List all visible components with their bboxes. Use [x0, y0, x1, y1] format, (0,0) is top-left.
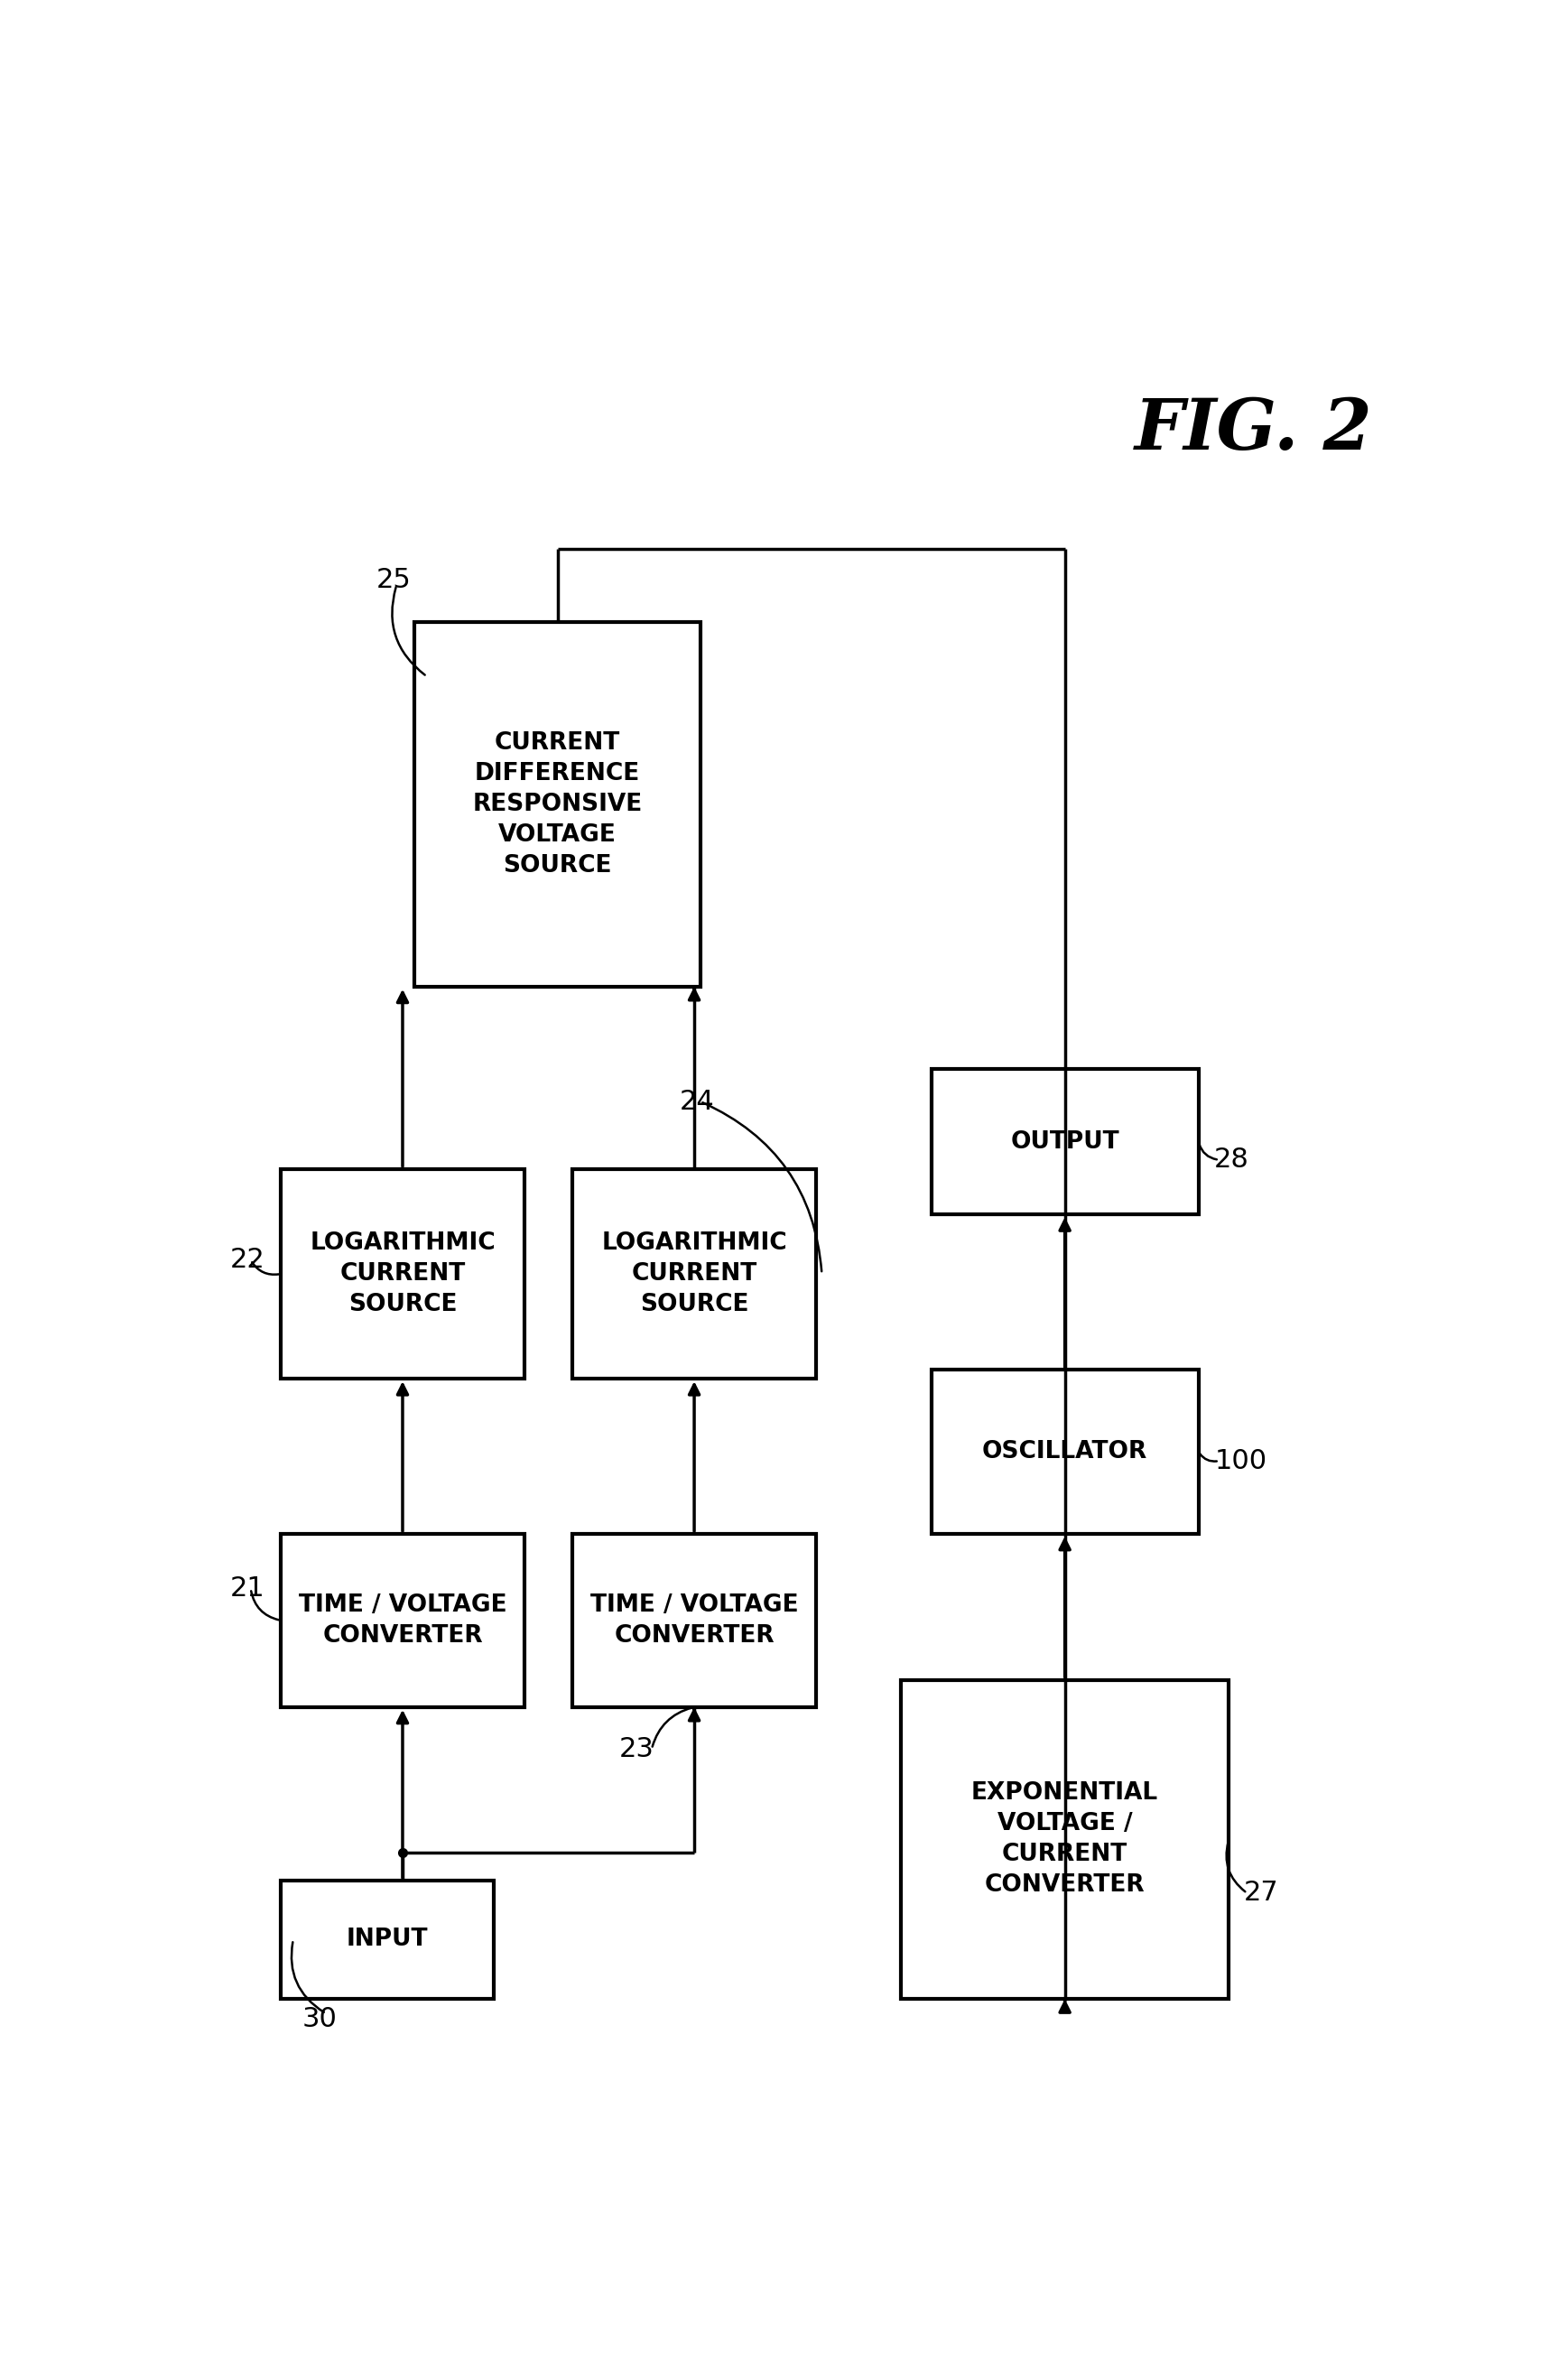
Text: 22: 22 — [230, 1246, 265, 1272]
Bar — [931, 1369, 1198, 1533]
Text: TIME / VOLTAGE
CONVERTER: TIME / VOLTAGE CONVERTER — [298, 1594, 506, 1646]
Bar — [281, 1168, 524, 1379]
Text: 28: 28 — [1214, 1147, 1250, 1173]
Text: LOGARITHMIC
CURRENT
SOURCE: LOGARITHMIC CURRENT SOURCE — [602, 1232, 787, 1317]
Text: 24: 24 — [679, 1087, 715, 1113]
Text: OSCILLATOR: OSCILLATOR — [982, 1440, 1148, 1464]
Text: FIG. 2: FIG. 2 — [1134, 396, 1372, 464]
Text: 27: 27 — [1243, 1881, 1278, 1907]
Bar — [572, 1168, 815, 1379]
Text: INPUT: INPUT — [347, 1928, 428, 1952]
Text: 25: 25 — [376, 566, 411, 592]
Bar — [281, 1881, 494, 1999]
Text: 23: 23 — [619, 1736, 654, 1763]
Bar — [572, 1533, 815, 1708]
Text: TIME / VOLTAGE
CONVERTER: TIME / VOLTAGE CONVERTER — [590, 1594, 798, 1646]
Text: LOGARITHMIC
CURRENT
SOURCE: LOGARITHMIC CURRENT SOURCE — [310, 1232, 495, 1317]
Text: 30: 30 — [301, 2007, 337, 2033]
Bar — [281, 1533, 524, 1708]
Text: 21: 21 — [230, 1575, 265, 1601]
Text: EXPONENTIAL
VOLTAGE /
CURRENT
CONVERTER: EXPONENTIAL VOLTAGE / CURRENT CONVERTER — [972, 1781, 1159, 1898]
Bar — [900, 1680, 1229, 1999]
Text: CURRENT
DIFFERENCE
RESPONSIVE
VOLTAGE
SOURCE: CURRENT DIFFERENCE RESPONSIVE VOLTAGE SO… — [472, 732, 643, 877]
Text: OUTPUT: OUTPUT — [1010, 1130, 1120, 1154]
Bar — [931, 1068, 1198, 1215]
Bar — [414, 621, 701, 986]
Text: 100: 100 — [1214, 1447, 1267, 1474]
